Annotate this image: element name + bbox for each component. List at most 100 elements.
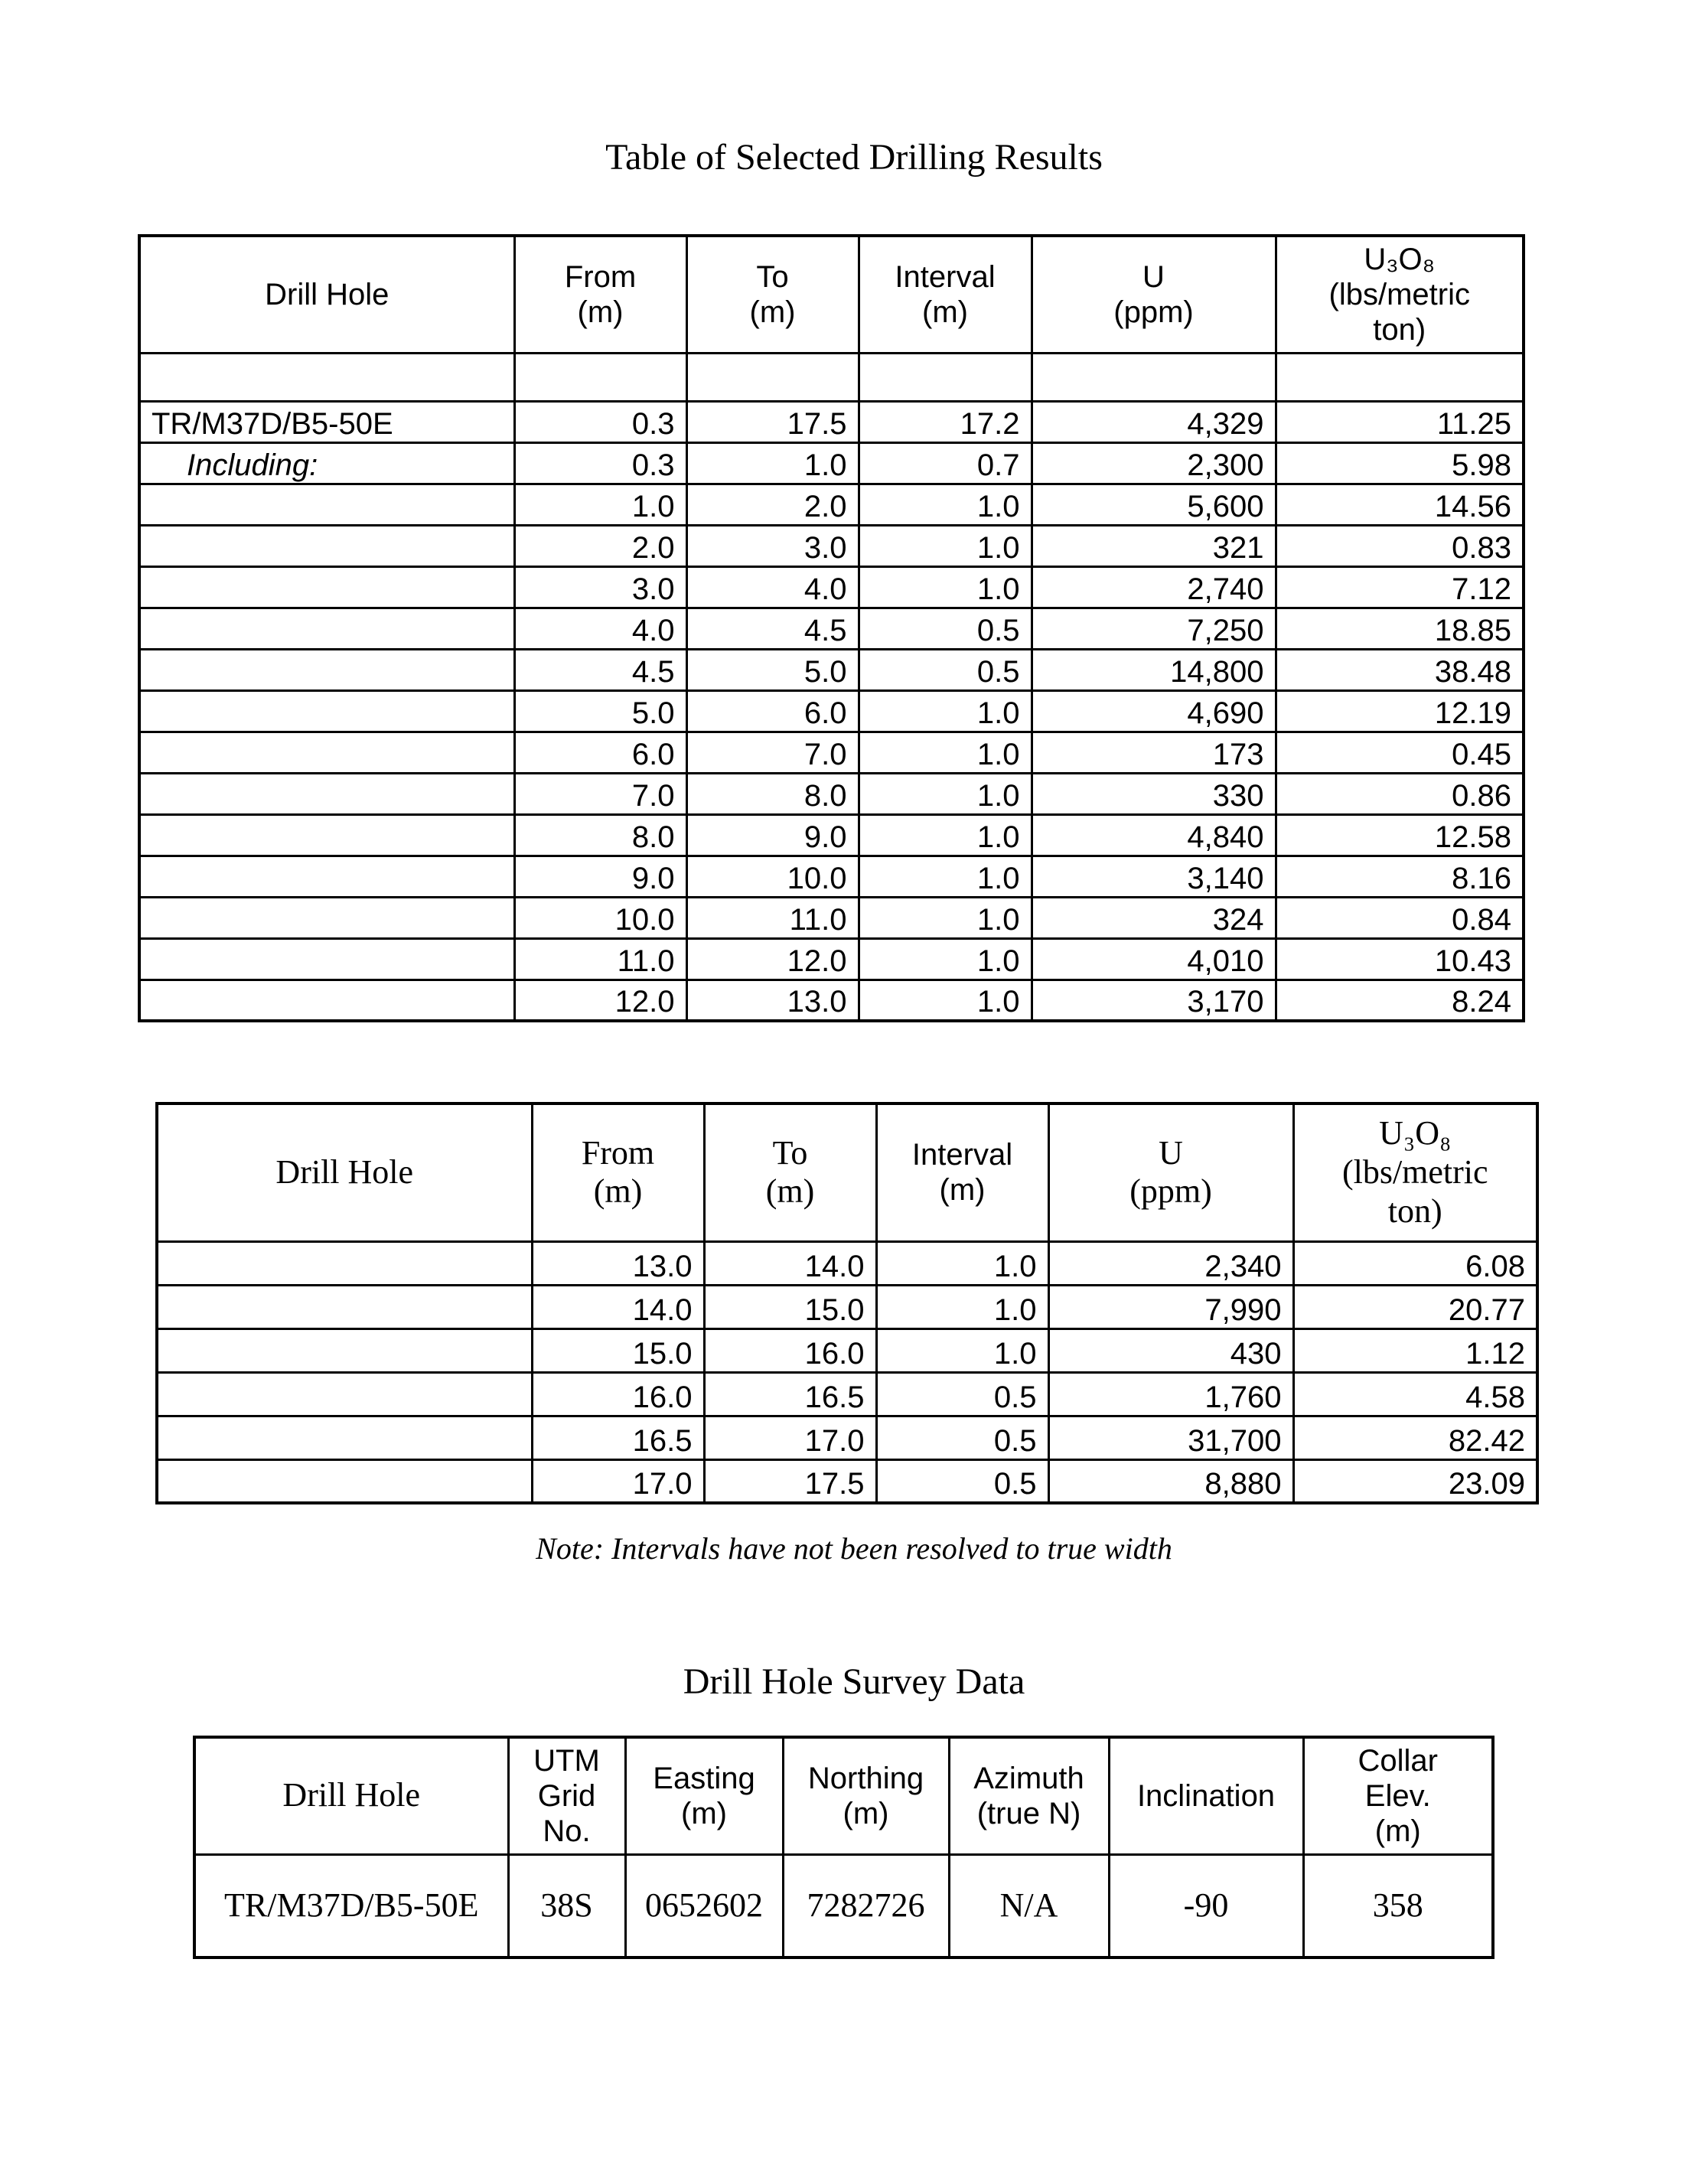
data-row: 5.0 6.0 1.0 4,690 12.19 <box>138 689 1525 733</box>
hole-cell: Including: <box>138 441 516 485</box>
header-cell: To (m) <box>685 234 860 354</box>
data-row: 13.0 14.0 1.0 2,340 6.08 <box>155 1240 1539 1286</box>
data-row: 15.0 16.0 1.0 430 1.12 <box>155 1327 1539 1374</box>
value-cell: 358 <box>1302 1853 1494 1959</box>
value-cell: 173 <box>1030 730 1277 774</box>
value-cell: 0.3 <box>513 441 688 485</box>
hole-cell <box>138 565 516 609</box>
value-cell: 430 <box>1047 1327 1295 1374</box>
value-cell: 18.85 <box>1274 606 1525 650</box>
value-cell: 7,250 <box>1030 606 1277 650</box>
header-row: Drill Hole From (m) To (m) Interval (m) U (p… <box>138 234 1525 354</box>
header-cell: Easting (m) <box>624 1736 784 1856</box>
data-row: 10.0 11.0 1.0 324 0.84 <box>138 895 1525 940</box>
value-cell: 9.0 <box>685 813 860 857</box>
value-cell: 23.09 <box>1292 1458 1539 1504</box>
value-cell: 3.0 <box>685 523 860 568</box>
data-table: Drill Hole UTM Grid No. Easting (m) Northin… <box>193 1736 1494 1959</box>
value-cell: 6.08 <box>1292 1240 1539 1286</box>
data-row: 2.0 3.0 1.0 321 0.83 <box>138 523 1525 568</box>
value-cell: 11.25 <box>1274 399 1525 444</box>
value-cell: 3,140 <box>1030 854 1277 898</box>
value-cell: 4,840 <box>1030 813 1277 857</box>
value-cell: 14.0 <box>702 1240 878 1286</box>
header-cell: U₃O₈ (lbs/metric ton) <box>1274 234 1525 354</box>
value-cell: 13.0 <box>530 1240 706 1286</box>
value-cell: 1.0 <box>857 895 1033 940</box>
value-cell: 4.0 <box>685 565 860 609</box>
value-cell: 1.0 <box>857 937 1033 981</box>
value-cell: 16.5 <box>702 1371 878 1417</box>
value-cell: 4,690 <box>1030 689 1277 733</box>
value-cell: 12.58 <box>1274 813 1525 857</box>
hole-cell <box>155 1371 533 1417</box>
value-cell: 1.0 <box>875 1240 1050 1286</box>
value-cell: 1.0 <box>857 689 1033 733</box>
value-cell: 16.0 <box>702 1327 878 1374</box>
value-cell: 10.0 <box>685 854 860 898</box>
empty-cell <box>138 351 516 403</box>
value-cell: 4.58 <box>1292 1371 1539 1417</box>
header-cell: Drill Hole <box>138 234 516 354</box>
value-cell: 12.19 <box>1274 689 1525 733</box>
header-cell: Drill Hole <box>155 1102 533 1243</box>
hole-cell <box>138 978 516 1022</box>
value-cell: 1.0 <box>857 978 1033 1022</box>
hole-cell <box>138 895 516 940</box>
value-cell: 8,880 <box>1047 1458 1295 1504</box>
hole-cell <box>155 1283 533 1330</box>
header-cell: Inclination <box>1107 1736 1305 1856</box>
hole-cell <box>155 1240 533 1286</box>
value-cell: 31,700 <box>1047 1414 1295 1461</box>
value-cell: N/A <box>947 1853 1110 1959</box>
data-row: 6.0 7.0 1.0 173 0.45 <box>138 730 1525 774</box>
data-row: TR/M37D/B5-50E 0.3 17.5 17.2 4,329 11.25 <box>138 399 1525 444</box>
value-cell: 0.3 <box>513 399 688 444</box>
header-cell: U₃O₈ (lbs/metric ton) <box>1292 1102 1539 1243</box>
header-cell: From (m) <box>513 234 688 354</box>
value-cell: 7.12 <box>1274 565 1525 609</box>
value-cell: 16.0 <box>530 1371 706 1417</box>
value-cell: 2,340 <box>1047 1240 1295 1286</box>
value-cell: 14.0 <box>530 1283 706 1330</box>
value-cell: 11.0 <box>685 895 860 940</box>
value-cell: 1.0 <box>857 565 1033 609</box>
value-cell: 0652602 <box>624 1853 784 1959</box>
value-cell: 5.98 <box>1274 441 1525 485</box>
value-cell: 0.5 <box>875 1371 1050 1417</box>
header-row: Drill Hole From (m) To (m) Interval (m) U (p… <box>155 1102 1539 1243</box>
value-cell: 20.77 <box>1292 1283 1539 1330</box>
empty-cell <box>513 351 688 403</box>
data-row: 16.0 16.5 0.5 1,760 4.58 <box>155 1371 1539 1417</box>
value-cell: 0.86 <box>1274 771 1525 816</box>
data-row: 4.5 5.0 0.5 14,800 38.48 <box>138 647 1525 692</box>
value-cell: 17.5 <box>685 399 860 444</box>
value-cell: 7.0 <box>685 730 860 774</box>
value-cell: 12.0 <box>685 937 860 981</box>
value-cell: 38.48 <box>1274 647 1525 692</box>
value-cell: 2,300 <box>1030 441 1277 485</box>
hole-cell <box>138 689 516 733</box>
value-cell: 1.12 <box>1292 1327 1539 1374</box>
value-cell: 6.0 <box>513 730 688 774</box>
data-row: 1.0 2.0 1.0 5,600 14.56 <box>138 482 1525 526</box>
value-cell: 4.5 <box>685 606 860 650</box>
data-row: Including: 0.3 1.0 0.7 2,300 5.98 <box>138 441 1525 485</box>
value-cell: 1.0 <box>857 813 1033 857</box>
value-cell: 0.5 <box>857 606 1033 650</box>
value-cell: 1.0 <box>875 1283 1050 1330</box>
data-table: Drill Hole From (m) To (m) Interval (m) U (p… <box>155 1102 1539 1504</box>
value-cell: 0.7 <box>857 441 1033 485</box>
value-cell: 0.83 <box>1274 523 1525 568</box>
header-cell: Northing (m) <box>781 1736 950 1856</box>
data-row: 17.0 17.5 0.5 8,880 23.09 <box>155 1458 1539 1504</box>
hole-cell <box>155 1327 533 1374</box>
value-cell: 0.84 <box>1274 895 1525 940</box>
value-cell: 5.0 <box>685 647 860 692</box>
header-cell: Interval (m) <box>875 1102 1050 1243</box>
hole-cell <box>138 606 516 650</box>
header-cell: To (m) <box>702 1102 878 1243</box>
results-title: Table of Selected Drilling Results <box>605 137 1103 178</box>
value-cell: 15.0 <box>702 1283 878 1330</box>
